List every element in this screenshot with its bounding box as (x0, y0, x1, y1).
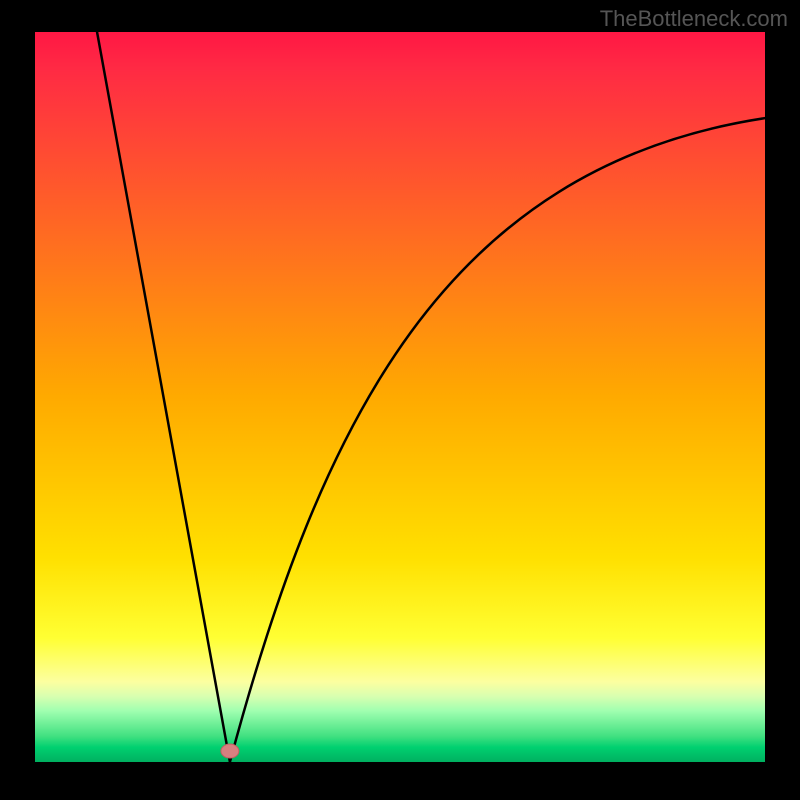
chart-container: TheBottleneck.com (0, 0, 800, 800)
optimum-marker (221, 744, 239, 758)
plot-area (35, 32, 765, 762)
watermark: TheBottleneck.com (600, 6, 788, 32)
gradient-background (35, 32, 765, 762)
plot-svg (35, 32, 765, 762)
